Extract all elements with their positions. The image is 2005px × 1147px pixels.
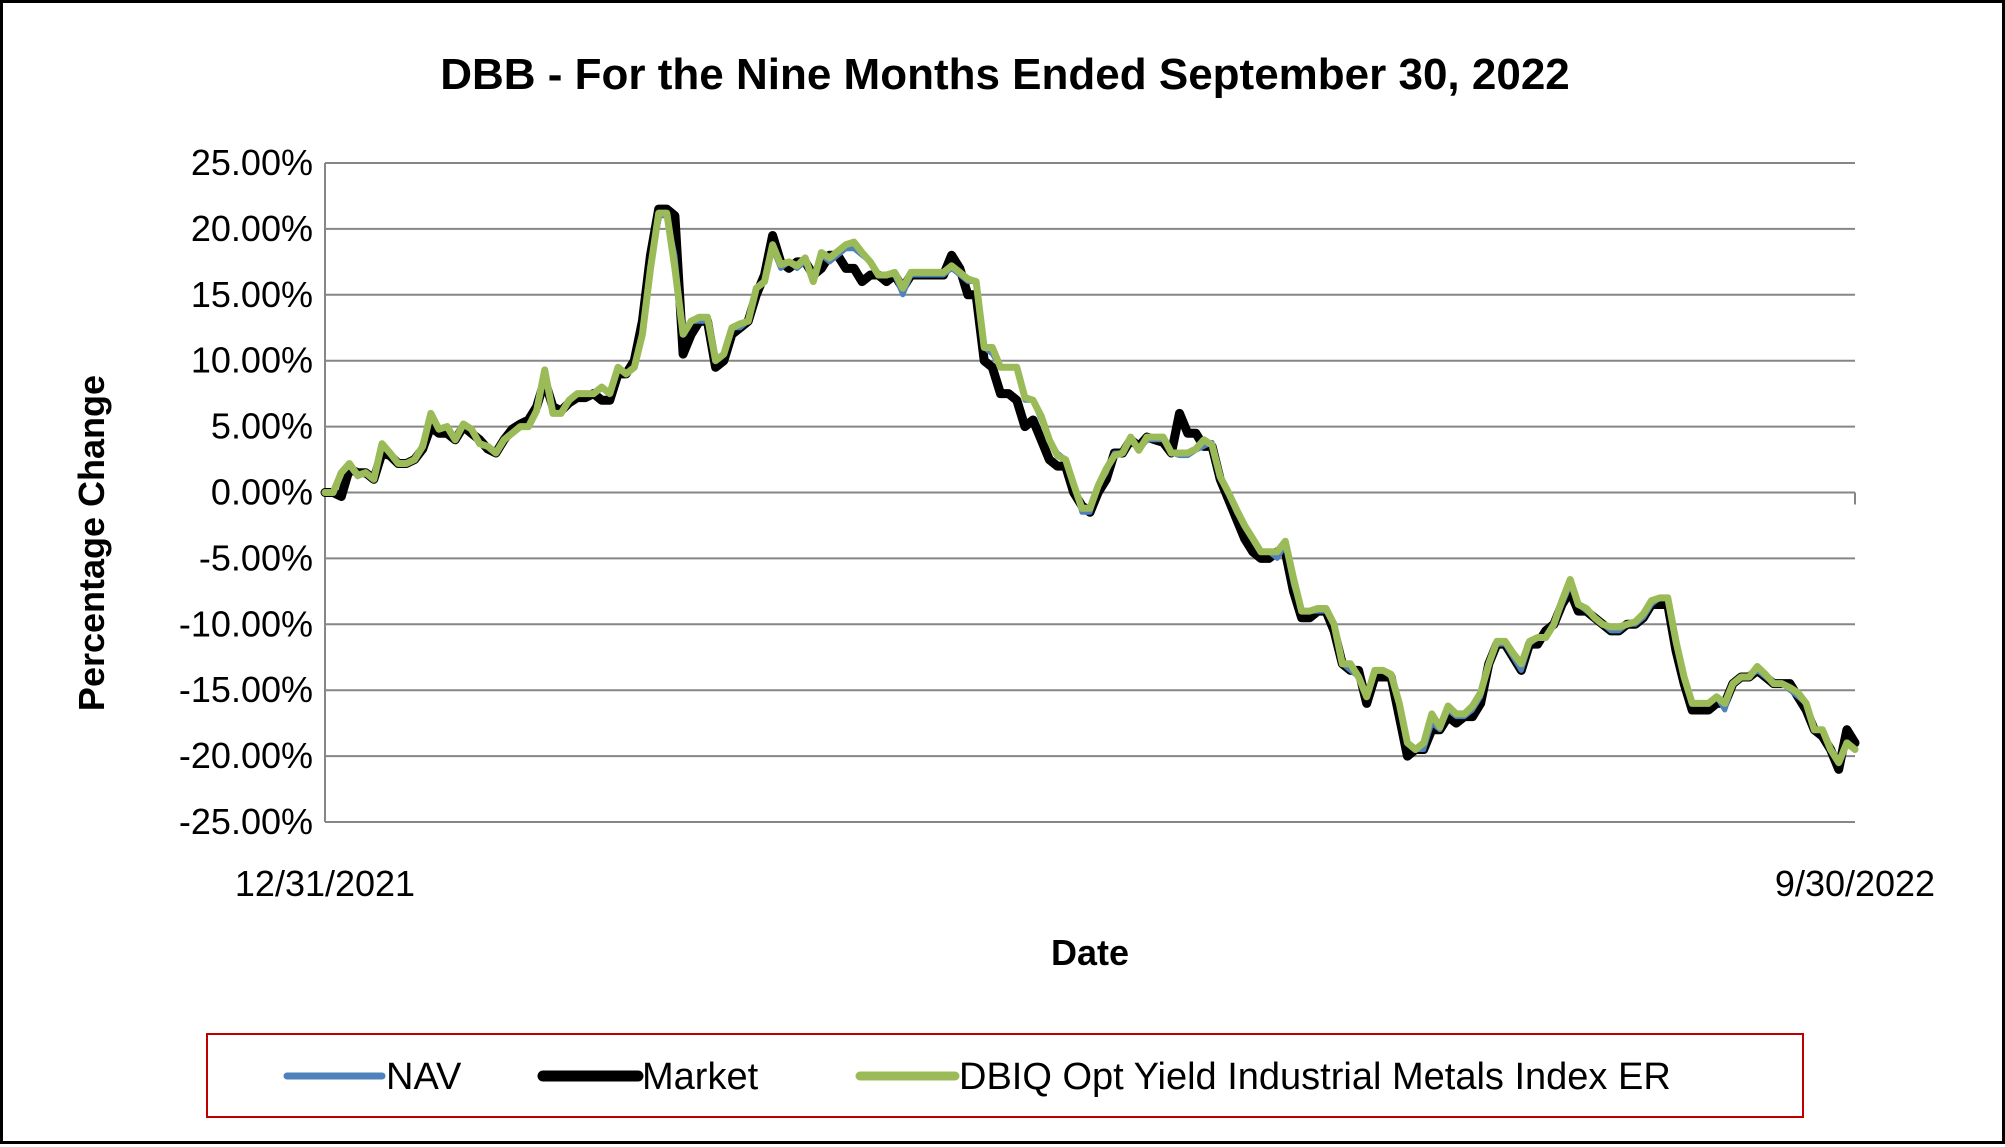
gridlines — [325, 162, 1856, 823]
legend-box — [206, 1033, 1804, 1118]
line-chart: DBB - For the Nine Months Ended Septembe… — [71, 50, 1935, 1118]
y-tick-label: 15.00% — [191, 274, 313, 315]
y-tick-label: 5.00% — [211, 406, 313, 447]
x-tick-label-start: 12/31/2021 — [235, 863, 415, 904]
y-tick-label: 20.00% — [191, 208, 313, 249]
series-market-line — [320, 204, 1860, 774]
legend-item-index: DBIQ Opt Yield Industrial Metals Index E… — [855, 1056, 1671, 1098]
legend-label: NAV — [386, 1056, 462, 1098]
series-index-line — [321, 209, 1859, 767]
y-tick-label: -10.00% — [179, 603, 313, 644]
legend-label: Market — [642, 1056, 759, 1098]
x-axis-ticks: 12/31/2021 9/30/2022 — [235, 863, 1935, 904]
y-axis-title: Percentage Change — [71, 375, 112, 711]
legend-item-market: Market — [537, 1056, 759, 1098]
y-tick-label: -5.00% — [199, 537, 313, 578]
x-axis-title: Date — [1051, 932, 1129, 973]
y-axis-ticks: 25.00% 20.00% 15.00% 10.00% 5.00% 0.00% -5.00%… — [179, 142, 313, 842]
legend: NAV Market DBIQ Opt Yield Industrial Metal… — [206, 1033, 1804, 1118]
y-tick-label: -20.00% — [179, 735, 313, 776]
y-tick-label: -15.00% — [179, 669, 313, 710]
series-lines — [320, 204, 1860, 774]
y-tick-label: 0.00% — [211, 472, 313, 513]
legend-label: DBIQ Opt Yield Industrial Metals Index E… — [959, 1056, 1671, 1098]
series-nav-line — [322, 213, 1858, 766]
chart-title: DBB - For the Nine Months Ended Septembe… — [440, 50, 1570, 99]
y-tick-label: -25.00% — [179, 801, 313, 842]
y-tick-label: 10.00% — [191, 340, 313, 381]
legend-item-nav: NAV — [283, 1056, 462, 1098]
x-tick-label-end: 9/30/2022 — [1775, 863, 1935, 904]
y-tick-label: 25.00% — [191, 142, 313, 183]
